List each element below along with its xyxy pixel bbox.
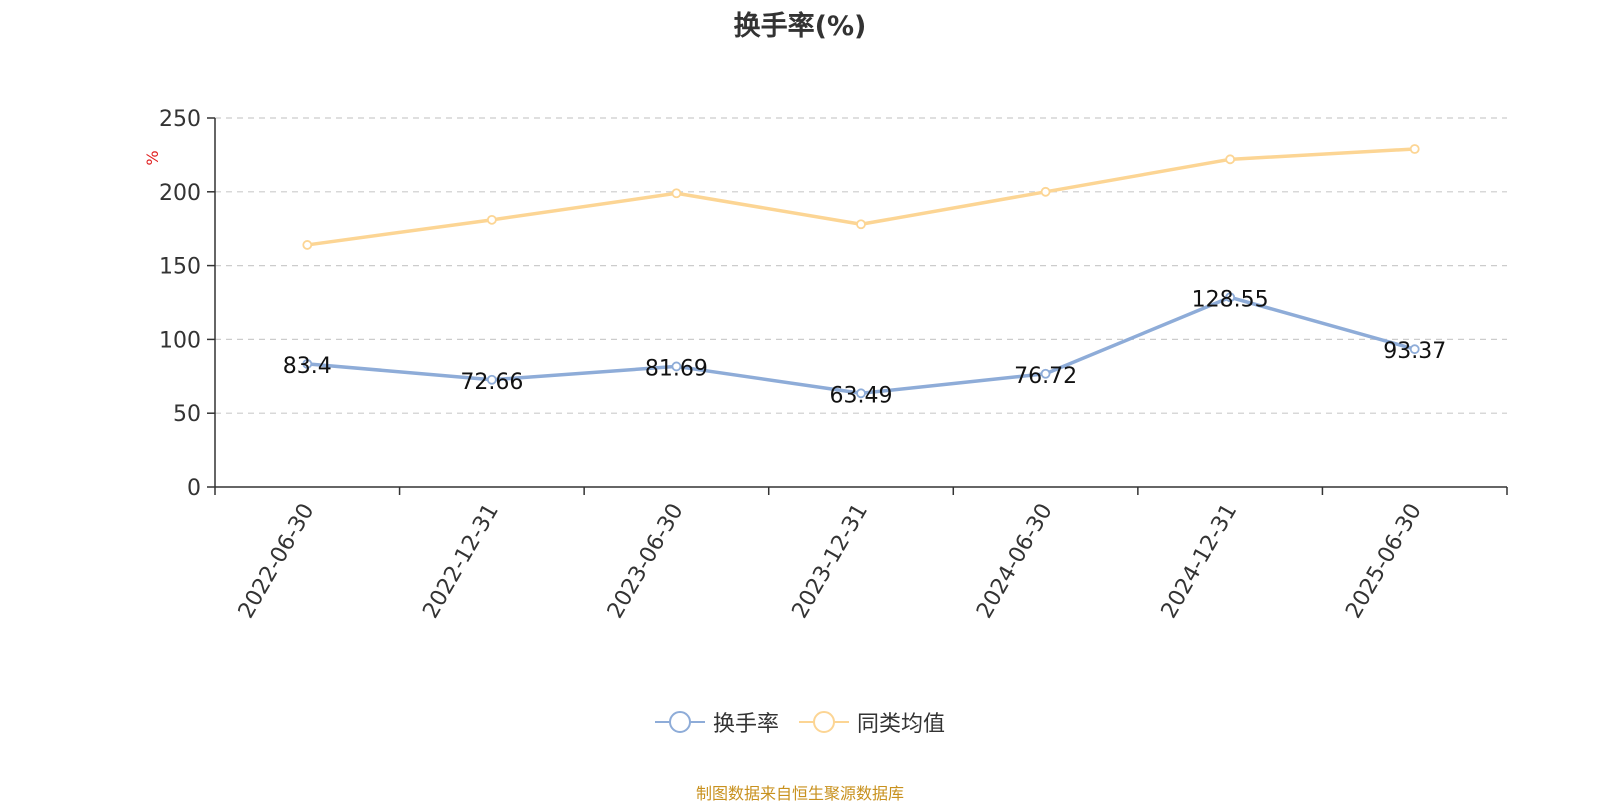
data-label: 63.49 bbox=[830, 383, 893, 408]
y-tick-label: 0 bbox=[187, 476, 201, 501]
legend-marker-turnover bbox=[654, 711, 705, 733]
data-label: 81.69 bbox=[645, 356, 708, 381]
chart-title: 换手率(%) bbox=[733, 11, 867, 42]
data-point-turnover[interactable] bbox=[1040, 368, 1051, 379]
data-point-peer-average[interactable] bbox=[671, 188, 682, 199]
y-tick-label: 50 bbox=[173, 402, 201, 427]
data-point-peer-average[interactable] bbox=[1409, 144, 1420, 154]
data-point-turnover[interactable] bbox=[671, 361, 682, 372]
legend-item-turnover[interactable]: 换手率 bbox=[654, 706, 779, 738]
legend-marker-peer-average bbox=[799, 711, 849, 733]
data-label: 83.4 bbox=[283, 354, 332, 379]
data-point-turnover[interactable] bbox=[856, 388, 866, 399]
x-tick-label: 2022-12-31 bbox=[418, 500, 504, 623]
data-label: 128.55 bbox=[1192, 287, 1269, 312]
y-axis-unit-label: % bbox=[143, 150, 162, 165]
x-tick-label: 2024-06-30 bbox=[972, 500, 1058, 623]
x-tick-label: 2022-06-30 bbox=[234, 500, 320, 623]
data-point-turnover[interactable] bbox=[302, 359, 313, 369]
x-tick-label: 2023-06-30 bbox=[603, 500, 689, 623]
x-tick-label: 2025-06-30 bbox=[1341, 500, 1427, 623]
x-tick-label: 2024-12-31 bbox=[1157, 500, 1243, 623]
legend-item-peer-average[interactable]: 同类均值 bbox=[799, 706, 945, 738]
data-point-turnover[interactable] bbox=[1409, 344, 1420, 355]
legend-label-peer-average: 同类均值 bbox=[857, 712, 946, 737]
data-label: 76.72 bbox=[1014, 364, 1077, 389]
data-point-peer-average[interactable] bbox=[1040, 186, 1051, 197]
legend-label-turnover: 换手率 bbox=[712, 712, 779, 737]
data-label: 93.37 bbox=[1383, 339, 1446, 364]
chart-legend: 换手率 同类均值 bbox=[0, 706, 1600, 738]
y-tick-label: 100 bbox=[159, 328, 201, 353]
x-tick-label: 2023-12-31 bbox=[788, 500, 874, 623]
data-label: 72.66 bbox=[460, 370, 523, 395]
data-point-peer-average[interactable] bbox=[486, 214, 497, 225]
data-point-peer-average[interactable] bbox=[302, 240, 313, 250]
data-point-peer-average[interactable] bbox=[856, 219, 866, 230]
data-source-note: 制图数据来自恒生聚源数据库 bbox=[695, 784, 904, 803]
y-tick-label: 200 bbox=[159, 181, 201, 206]
series-line-peer-average bbox=[307, 147, 1415, 247]
y-tick-label: 250 bbox=[159, 107, 201, 132]
y-tick-label: 150 bbox=[159, 255, 201, 280]
data-point-turnover[interactable] bbox=[486, 374, 497, 385]
data-point-peer-average[interactable] bbox=[1225, 154, 1236, 165]
data-point-turnover[interactable] bbox=[1225, 292, 1236, 303]
